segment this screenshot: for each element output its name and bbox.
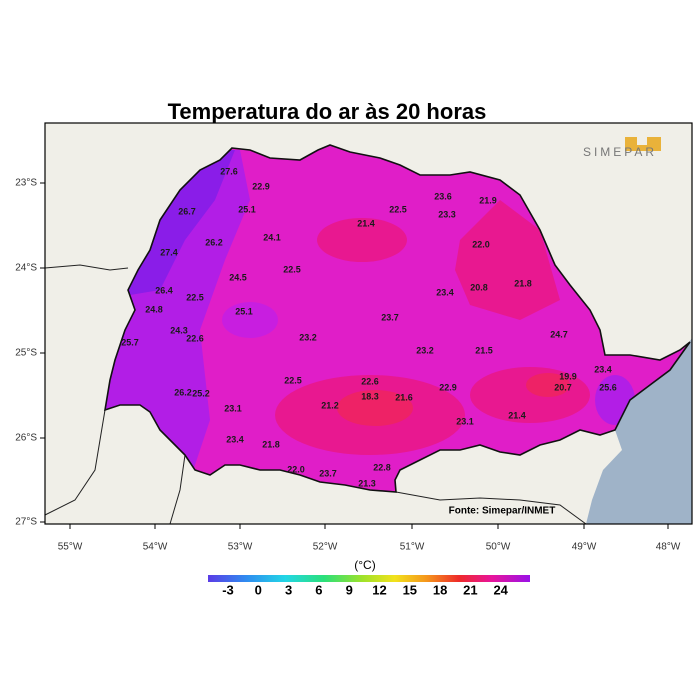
- region-coolest: [526, 373, 570, 397]
- station-value: 21.4: [508, 410, 526, 420]
- station-value: 22.9: [252, 181, 270, 191]
- station-value: 26.2: [174, 387, 192, 397]
- station-value: 23.2: [416, 345, 434, 355]
- lon-label: 55°W: [58, 542, 83, 553]
- lat-label: 27°S: [15, 517, 37, 528]
- station-value: 22.0: [472, 239, 490, 249]
- state-border: [44, 264, 129, 271]
- lon-label: 53°W: [228, 542, 253, 553]
- station-value: 24.5: [229, 272, 247, 282]
- station-value: 19.9: [559, 371, 577, 381]
- scale-tick-label: 15: [403, 582, 417, 597]
- station-value: 25.7: [121, 337, 139, 347]
- scale-tick-label: 6: [315, 582, 322, 597]
- scale-tick-label: 3: [285, 582, 292, 597]
- station-value: 18.3: [361, 391, 379, 401]
- station-value: 26.2: [205, 237, 223, 247]
- station-value: 21.8: [262, 439, 280, 449]
- station-value: 27.6: [220, 166, 238, 176]
- station-value: 23.4: [226, 434, 244, 444]
- station-labels: 27.6 22.9 26.7 25.1 22.5 23.6 21.9 23.3 21.4 26.2…: [121, 166, 617, 488]
- station-value: 22.8: [373, 462, 391, 472]
- lon-label: 52°W: [313, 542, 338, 553]
- state-outline: [103, 144, 691, 493]
- scale-tick-label: 24: [493, 582, 508, 597]
- station-value: 22.5: [283, 264, 301, 274]
- station-value: 23.6: [434, 191, 452, 201]
- station-value: 21.8: [514, 278, 532, 288]
- station-value: 24.1: [263, 232, 281, 242]
- lon-label: 54°W: [143, 542, 168, 553]
- lat-label: 25°S: [15, 348, 37, 359]
- scale-tick-label: 9: [346, 582, 353, 597]
- station-value: 24.7: [550, 329, 568, 339]
- station-value: 20.7: [554, 382, 572, 392]
- ocean: [586, 338, 692, 524]
- title: Temperatura do ar às 20 horas: [168, 99, 487, 124]
- station-value: 25.2: [192, 388, 210, 398]
- station-value: 23.1: [224, 403, 242, 413]
- station-value: 23.1: [456, 416, 474, 426]
- station-value: 22.5: [186, 292, 204, 302]
- lon-label: 50°W: [486, 542, 511, 553]
- lon-label: 51°W: [400, 542, 425, 553]
- station-value: 21.6: [395, 392, 413, 402]
- lat-label: 26°S: [15, 433, 37, 444]
- region-cool: [455, 200, 560, 320]
- station-value: 23.7: [319, 468, 337, 478]
- station-value: 20.8: [470, 282, 488, 292]
- station-value: 23.4: [436, 287, 454, 297]
- station-value: 21.3: [358, 478, 376, 488]
- lon-label: 49°W: [572, 542, 597, 553]
- region-coolest: [337, 390, 413, 426]
- scale-tick-label: -3: [222, 582, 234, 597]
- station-value: 24.3: [170, 325, 188, 335]
- station-value: 22.6: [361, 376, 379, 386]
- lon-label: 48°W: [656, 542, 681, 553]
- station-value: 24.8: [145, 304, 163, 314]
- station-value: 22.5: [284, 375, 302, 385]
- state-border: [169, 454, 186, 525]
- station-value: 21.9: [479, 195, 497, 205]
- unit: (°C): [354, 558, 375, 572]
- map-frame: [44, 122, 693, 525]
- region-mid: [222, 302, 278, 338]
- station-value: 21.4: [357, 218, 375, 228]
- station-value: 25.6: [599, 382, 617, 392]
- station-value: 27.4: [160, 247, 178, 257]
- region-cool: [317, 218, 407, 262]
- station-value: 26.7: [178, 206, 196, 216]
- station-value: 25.1: [235, 306, 253, 316]
- station-value: 23.3: [438, 209, 456, 219]
- logo-icon: [625, 137, 661, 151]
- station-value: 25.1: [238, 204, 256, 214]
- station-value: 22.0: [287, 464, 305, 474]
- scale-tick-label: 12: [372, 582, 386, 597]
- lat-label: 24°S: [15, 263, 37, 274]
- source: Fonte: Simepar/INMET: [449, 506, 556, 517]
- station-value: 26.4: [155, 285, 173, 295]
- scale-tick-label: 0: [255, 582, 262, 597]
- logo: SIMEPAR: [583, 137, 661, 159]
- state-border: [395, 491, 587, 525]
- scale-tick-label: 18: [433, 582, 447, 597]
- scale-tick-label: 21: [463, 582, 477, 597]
- station-value: 23.4: [594, 364, 612, 374]
- color-bar: [208, 575, 530, 582]
- station-value: 23.2: [299, 332, 317, 342]
- station-value: 22.9: [439, 382, 457, 392]
- lat-label: 23°S: [15, 178, 37, 189]
- station-value: 23.7: [381, 312, 399, 322]
- station-value: 21.5: [475, 345, 493, 355]
- logo-text: SIMEPAR: [583, 145, 657, 159]
- state-border: [44, 409, 106, 516]
- station-value: 22.6: [186, 333, 204, 343]
- station-value: 21.2: [321, 400, 339, 410]
- station-value: 22.5: [389, 204, 407, 214]
